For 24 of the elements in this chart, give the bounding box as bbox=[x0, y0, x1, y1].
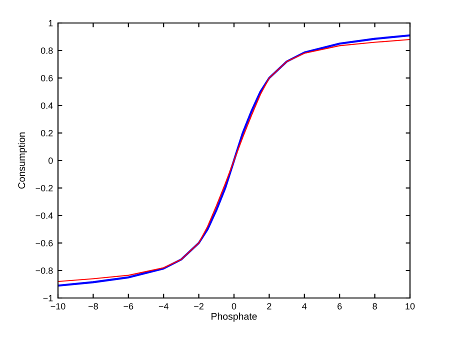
y-tick-label: 1 bbox=[48, 20, 53, 26]
y-tick-label: 0 bbox=[48, 157, 53, 164]
y-axis-title: Consumption bbox=[18, 132, 27, 189]
x-tick-label: 8 bbox=[372, 303, 377, 310]
y-tick-label: −1 bbox=[43, 295, 53, 302]
x-tick-label: −2 bbox=[194, 303, 204, 310]
x-tick-label: 6 bbox=[338, 303, 342, 310]
x-tick-label: −10 bbox=[50, 303, 66, 310]
y-tick-label: 0.6 bbox=[40, 74, 53, 82]
y-tick-label: 0.8 bbox=[40, 47, 53, 54]
y-tick-label: −0.2 bbox=[36, 184, 53, 192]
x-tick-label: 0 bbox=[232, 303, 236, 310]
x-tick-label: −8 bbox=[88, 303, 98, 310]
y-tick-label: −0.8 bbox=[36, 267, 53, 274]
y-tick-label: −0.6 bbox=[36, 240, 53, 246]
y-tick-label: −0.4 bbox=[36, 212, 53, 219]
x-axis-title: Phosphate bbox=[212, 312, 257, 322]
y-tick-label: 0.4 bbox=[40, 102, 53, 109]
x-tick-label: −4 bbox=[158, 303, 168, 310]
x-tick-label: 2 bbox=[267, 303, 272, 310]
x-tick-label: −6 bbox=[124, 303, 134, 310]
x-tick-label: 10 bbox=[406, 303, 415, 310]
x-tick-label: 4 bbox=[302, 303, 307, 310]
y-tick-label: 0.2 bbox=[40, 130, 53, 136]
